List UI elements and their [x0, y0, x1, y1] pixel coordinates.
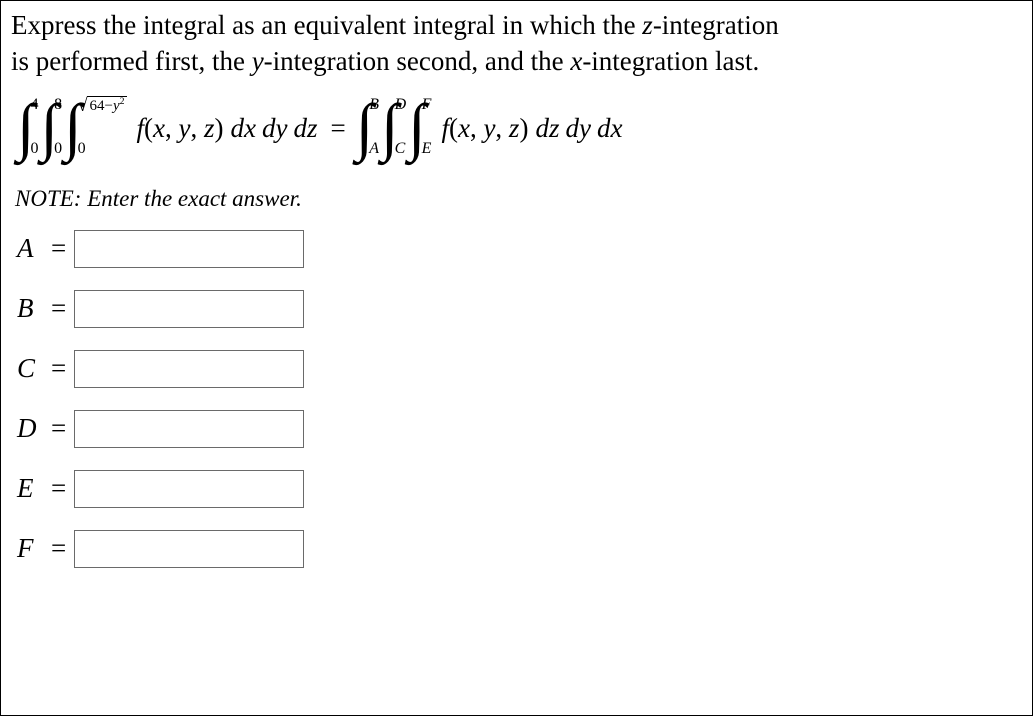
rhs-integral-3: ∫ F E — [408, 98, 431, 160]
lhs-integral-3: ∫ √ 64−y2 0 — [64, 98, 126, 160]
lower-limit: C — [395, 140, 406, 158]
differential: dy — [262, 113, 287, 144]
rhs-integral-2: ∫ D C — [381, 98, 406, 160]
differential: dx — [231, 113, 256, 144]
answer-label: C — [17, 353, 51, 384]
lower-limit: 0 — [54, 140, 62, 158]
note-text: NOTE: Enter the exact answer. — [15, 186, 1022, 212]
equals-sign: = — [330, 113, 345, 144]
lower-limit: 0 — [78, 140, 86, 158]
integral-limits: √ 64−y2 0 — [78, 96, 127, 158]
problem-prompt: Express the integral as an equivalent in… — [11, 7, 1022, 80]
upper-limit: F — [422, 96, 432, 114]
answer-label: F — [17, 533, 51, 564]
answer-row-d: D = — [17, 410, 1022, 448]
upper-limit: 8 — [54, 96, 62, 114]
answer-label: D — [17, 413, 51, 444]
integrand: f(x, y, z) — [441, 113, 528, 144]
upper-limit: 4 — [31, 96, 39, 114]
problem-container: Express the integral as an equivalent in… — [0, 0, 1033, 716]
y-var: y — [252, 46, 264, 76]
answer-input-c[interactable] — [74, 350, 304, 388]
answer-input-e[interactable] — [74, 470, 304, 508]
sqrt-expression: √ 64−y2 — [78, 96, 127, 115]
equals-sign: = — [51, 473, 66, 504]
x-var: x — [570, 46, 582, 76]
sqrt-icon: √ — [78, 96, 88, 114]
answer-input-d[interactable] — [74, 410, 304, 448]
answer-label: E — [17, 473, 51, 504]
prompt-text: -integration second, and the — [264, 46, 571, 76]
lower-limit: 0 — [31, 140, 39, 158]
upper-limit: B — [369, 96, 379, 114]
z-var: z — [642, 10, 653, 40]
lhs-integral-2: ∫ 8 0 — [41, 98, 63, 160]
integral-limits: 8 0 — [54, 96, 62, 158]
lower-limit: A — [369, 140, 379, 158]
answer-row-c: C = — [17, 350, 1022, 388]
sqrt-body: 64−y2 — [87, 96, 126, 115]
answer-input-a[interactable] — [74, 230, 304, 268]
differential: dz — [293, 113, 317, 144]
integral-limits: 4 0 — [31, 96, 39, 158]
integrand: f(x, y, z) — [137, 113, 224, 144]
equals-sign: = — [51, 293, 66, 324]
answer-label: A — [17, 233, 51, 264]
lhs-integral-1: ∫ 4 0 — [17, 98, 39, 160]
answer-list: A = B = C = D = E = F = — [17, 230, 1022, 568]
answer-input-b[interactable] — [74, 290, 304, 328]
prompt-text: -integration last. — [582, 46, 759, 76]
answer-label: B — [17, 293, 51, 324]
equation: ∫ 4 0 ∫ 8 0 ∫ √ 64−y2 0 — [17, 98, 1022, 160]
answer-row-f: F = — [17, 530, 1022, 568]
answer-row-b: B = — [17, 290, 1022, 328]
lower-limit: E — [422, 140, 432, 158]
prompt-text: is performed first, the — [11, 46, 252, 76]
differential: dz — [535, 113, 559, 144]
answer-row-a: A = — [17, 230, 1022, 268]
equals-sign: = — [51, 353, 66, 384]
differential: dx — [597, 113, 622, 144]
equals-sign: = — [51, 533, 66, 564]
differential: dy — [565, 113, 590, 144]
equals-sign: = — [51, 413, 66, 444]
equals-sign: = — [51, 233, 66, 264]
answer-row-e: E = — [17, 470, 1022, 508]
prompt-text: -integration — [653, 10, 779, 40]
rhs-integral-1: ∫ B A — [356, 98, 379, 160]
prompt-text: Express the integral as an equivalent in… — [11, 10, 642, 40]
upper-limit: D — [395, 96, 407, 114]
integral-limits: B A — [369, 96, 379, 158]
integral-limits: D C — [395, 96, 407, 158]
answer-input-f[interactable] — [74, 530, 304, 568]
upper-limit: √ 64−y2 — [78, 96, 127, 116]
integral-limits: F E — [422, 96, 432, 158]
